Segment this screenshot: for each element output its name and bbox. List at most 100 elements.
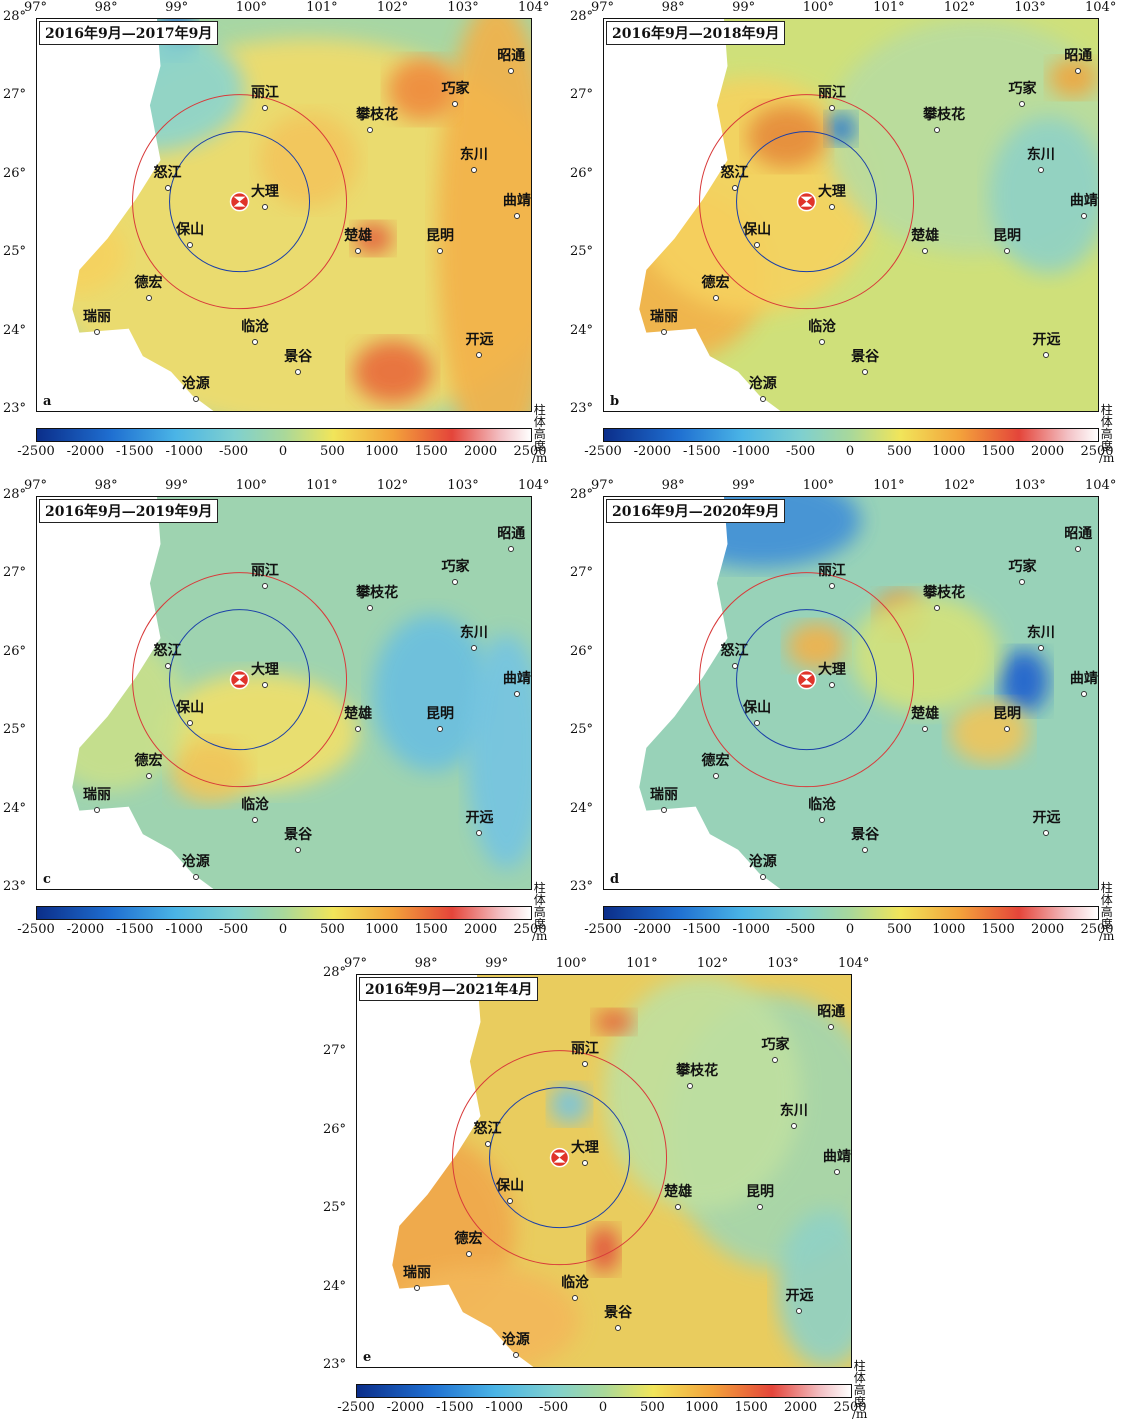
city-marker [828,682,835,689]
anomaly-patch [999,649,1049,713]
lon-tick-label: 99° [485,956,509,971]
panel-title: 2016年9月—2017年9月 [39,21,219,45]
colorbar-tick-label: -1000 [732,922,770,937]
epicenter-mechanism [800,196,813,207]
city-label: 瑞丽 [402,1264,431,1281]
city-label: 曲靖 [1069,192,1098,209]
epicenter-icon [549,1147,570,1168]
city-marker [476,352,483,359]
lon-tick-label: 101° [306,0,338,15]
city-marker [581,1060,588,1067]
city-label: 昆明 [425,706,454,723]
city-marker [145,295,152,302]
colorbar-tick-label: 2500 [1080,444,1114,459]
lon-tick-label: 97° [344,956,368,971]
city-marker [922,726,929,733]
city-label: 攀枝花 [676,1063,719,1080]
city-marker [1043,352,1050,359]
colorbar-tick-label: 1000 [365,444,399,459]
city-marker [1075,67,1082,74]
anomaly-patch [259,113,359,208]
lat-tick-label: 24° [570,322,594,338]
city-marker [465,1251,472,1258]
colorbar-unit: 柱体 高度/m [852,1360,867,1420]
lon-tick-label: 98° [414,956,438,971]
city-label: 丽江 [250,84,279,101]
city-marker [476,830,483,837]
city-label: 瑞丽 [82,308,111,325]
city-marker [759,874,766,881]
colorbar-unit-line: 柱体 [1100,881,1113,907]
colorbar [603,428,1099,442]
inner-circle [169,131,311,273]
city-label: 临沧 [241,319,270,335]
anomaly-patch [353,340,433,404]
lon-tick-label: 99° [165,478,189,493]
outer-circle [699,94,915,310]
colorbar-unit-line: /m [1099,929,1115,943]
panel-letter: a [43,394,52,409]
colorbar-tick-label: 2000 [464,444,498,459]
map-area: 丽江 攀枝花 巧家 昭通 东川 曲靖 怒江 大理 保山 楚雄 昆明 德宏 瑞丽 临沧 开远 沧源 景谷 2016年… [36,18,532,412]
anomaly-patch [786,622,847,670]
anomaly-patch [387,58,457,121]
city-marker [413,1284,420,1291]
map-panel-d: 丽江 攀枝花 巧家 昭通 东川 曲靖 怒江 大理 保山 楚雄 昆明 德宏 瑞丽 临沧 开远 沧源 景谷 2016年… [570,478,1116,948]
city-marker [687,1083,694,1090]
city-label: 昆明 [425,228,454,245]
outside-region [604,19,781,411]
city-marker [513,212,520,219]
city-label: 保山 [743,221,772,238]
city-label: 大理 [250,662,279,679]
lat-tick-label: 25° [3,722,27,738]
city-label: 沧源 [181,376,210,393]
city-marker [862,846,869,853]
colorbar-tick-label: -1000 [485,1400,523,1415]
city-label: 保山 [176,221,205,238]
map-panel-c: 丽江 攀枝花 巧家 昭通 东川 曲靖 怒江 大理 保山 楚雄 昆明 德宏 瑞丽 临沧 开远 沧源 景谷 2016年… [3,478,549,948]
anomaly-patch [776,1210,851,1367]
city-label: 保山 [743,699,772,716]
colorbar-tick-label: -1500 [116,444,154,459]
panel-title: 2016年9月—2018年9月 [606,21,786,45]
city-label: 攀枝花 [356,585,399,602]
city-marker [1019,100,1026,107]
city-marker [1037,644,1044,651]
city-marker [252,339,259,345]
lon-tick-label: 101° [873,478,905,493]
colorbar [36,906,532,920]
colorbar-unit-line: 柱体 [1100,403,1113,429]
colorbar-unit-line: /m [532,929,548,943]
city-marker [712,295,719,302]
colorbar-tick-label: -1500 [683,444,721,459]
city-marker [922,248,929,255]
city-label: 昆明 [992,706,1021,723]
colorbar-tick-label: -500 [218,922,249,937]
anomaly-field [604,19,1098,411]
city-marker [252,817,259,823]
epicenter-mechanism [233,674,246,685]
colorbar-tick-label: 500 [319,922,345,937]
lon-tick-label: 103° [447,0,479,15]
city-label: 开远 [1032,332,1061,349]
city-marker [484,1140,491,1147]
colorbar-tick-label: 2500 [833,1400,867,1415]
city-marker [436,248,443,255]
lat-tick-label: 23° [323,1357,347,1372]
colorbar-unit: 柱体 高度/m [1099,404,1114,464]
map-area: 丽江 攀枝花 巧家 昭通 东川 曲靖 怒江 大理 保山 楚雄 昆明 德宏 瑞丽 临沧 开远 沧源 景谷 2016年… [36,496,532,890]
city-label: 丽江 [250,562,279,579]
city-label: 德宏 [701,753,730,770]
lat-tick-label: 25° [570,244,594,260]
city-label: 东川 [459,624,488,641]
epicenter-mechanism [233,196,246,207]
lat-tick-label: 26° [570,643,594,659]
lon-tick-label: 97° [24,478,48,493]
lon-tick-label: 99° [732,0,756,15]
anomaly-patch [437,19,531,411]
city-label: 保山 [496,1177,525,1194]
city-marker [819,339,826,345]
city-marker [367,605,374,612]
colorbar-unit: 柱体 高度/m [532,404,547,464]
city-label: 昭通 [1064,525,1093,542]
